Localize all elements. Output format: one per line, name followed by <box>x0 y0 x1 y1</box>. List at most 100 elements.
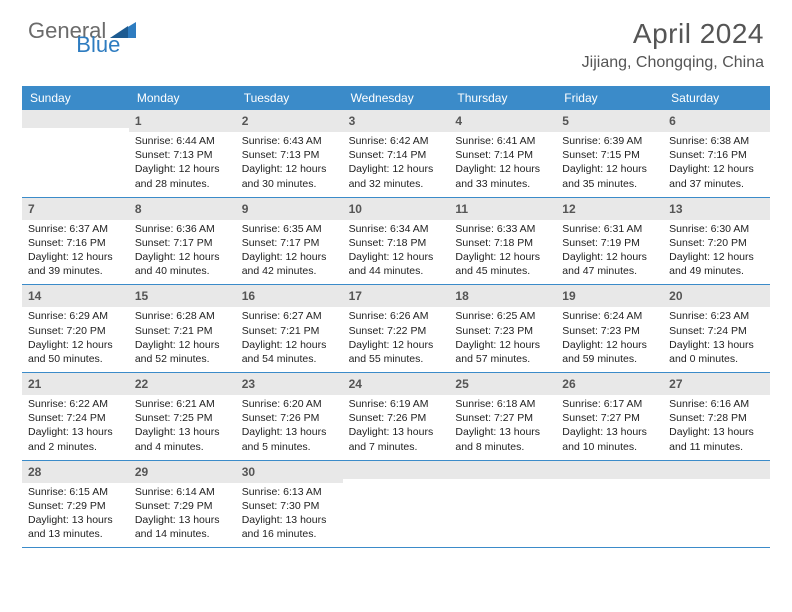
day-number-row: 28 <box>22 461 129 483</box>
day-cell <box>449 461 556 548</box>
day-number-row: 23 <box>236 373 343 395</box>
day-cell: 2Sunrise: 6:43 AMSunset: 7:13 PMDaylight… <box>236 110 343 197</box>
day-number: 15 <box>135 289 148 303</box>
day-number: 8 <box>135 202 142 216</box>
empty-day-number-row <box>449 461 556 479</box>
weeks-container: 1Sunrise: 6:44 AMSunset: 7:13 PMDaylight… <box>22 110 770 548</box>
weekday-header: Tuesday <box>236 86 343 110</box>
day-cell <box>343 461 450 548</box>
day-detail-line: and 5 minutes. <box>242 440 337 454</box>
day-detail-line: and 7 minutes. <box>349 440 444 454</box>
day-detail-line: Sunset: 7:18 PM <box>455 236 550 250</box>
day-detail-line: Sunset: 7:14 PM <box>349 148 444 162</box>
day-detail-line: Sunrise: 6:13 AM <box>242 485 337 499</box>
day-detail-line: and 35 minutes. <box>562 177 657 191</box>
day-detail-line: and 14 minutes. <box>135 527 230 541</box>
day-detail-line: Daylight: 13 hours <box>242 513 337 527</box>
day-detail-line: Daylight: 13 hours <box>669 338 764 352</box>
day-number: 19 <box>562 289 575 303</box>
day-detail-line: Sunrise: 6:26 AM <box>349 309 444 323</box>
day-cell <box>663 461 770 548</box>
day-detail-line: Sunrise: 6:39 AM <box>562 134 657 148</box>
day-detail-line: and 0 minutes. <box>669 352 764 366</box>
day-number-row: 8 <box>129 198 236 220</box>
day-detail-line: Daylight: 12 hours <box>242 250 337 264</box>
day-detail-line: Sunrise: 6:35 AM <box>242 222 337 236</box>
day-detail-line: Daylight: 12 hours <box>135 250 230 264</box>
day-detail-line: Sunset: 7:26 PM <box>242 411 337 425</box>
day-number-row: 17 <box>343 285 450 307</box>
day-detail-line: Daylight: 13 hours <box>28 425 123 439</box>
day-detail-line: Daylight: 12 hours <box>135 162 230 176</box>
day-number-row: 7 <box>22 198 129 220</box>
day-detail-line: Daylight: 12 hours <box>455 338 550 352</box>
location-subtitle: Jijiang, Chongqing, China <box>582 54 764 72</box>
day-detail-line: Daylight: 12 hours <box>349 162 444 176</box>
day-detail-line: and 8 minutes. <box>455 440 550 454</box>
day-detail-line: Sunset: 7:16 PM <box>28 236 123 250</box>
day-detail-line: Sunrise: 6:38 AM <box>669 134 764 148</box>
week-row: 14Sunrise: 6:29 AMSunset: 7:20 PMDayligh… <box>22 285 770 373</box>
day-cell: 29Sunrise: 6:14 AMSunset: 7:29 PMDayligh… <box>129 461 236 548</box>
day-detail-line: Daylight: 12 hours <box>242 162 337 176</box>
day-detail-line: Sunrise: 6:31 AM <box>562 222 657 236</box>
day-cell: 23Sunrise: 6:20 AMSunset: 7:26 PMDayligh… <box>236 373 343 460</box>
day-detail-line: Sunrise: 6:24 AM <box>562 309 657 323</box>
day-number: 26 <box>562 377 575 391</box>
day-cell: 10Sunrise: 6:34 AMSunset: 7:18 PMDayligh… <box>343 198 450 285</box>
day-detail-line: and 40 minutes. <box>135 264 230 278</box>
empty-day-number-row <box>343 461 450 479</box>
day-detail-line: and 13 minutes. <box>28 527 123 541</box>
day-cell: 30Sunrise: 6:13 AMSunset: 7:30 PMDayligh… <box>236 461 343 548</box>
weekday-header: Friday <box>556 86 663 110</box>
day-number: 12 <box>562 202 575 216</box>
day-detail-line: Daylight: 12 hours <box>562 338 657 352</box>
day-detail-line: Sunrise: 6:16 AM <box>669 397 764 411</box>
day-detail-line: Sunset: 7:13 PM <box>135 148 230 162</box>
empty-day-number-row <box>556 461 663 479</box>
day-cell: 1Sunrise: 6:44 AMSunset: 7:13 PMDaylight… <box>129 110 236 197</box>
day-detail-line: Sunset: 7:27 PM <box>562 411 657 425</box>
weekday-header: Saturday <box>663 86 770 110</box>
day-detail-line: Sunset: 7:14 PM <box>455 148 550 162</box>
day-detail-line: Sunset: 7:23 PM <box>562 324 657 338</box>
day-number: 4 <box>455 114 462 128</box>
day-detail-line: Sunrise: 6:14 AM <box>135 485 230 499</box>
day-detail-line: Daylight: 13 hours <box>135 513 230 527</box>
day-detail-line: Daylight: 12 hours <box>135 338 230 352</box>
day-cell: 6Sunrise: 6:38 AMSunset: 7:16 PMDaylight… <box>663 110 770 197</box>
day-detail-line: Sunset: 7:20 PM <box>669 236 764 250</box>
day-number-row: 9 <box>236 198 343 220</box>
day-detail-line: and 54 minutes. <box>242 352 337 366</box>
day-detail-line: Sunrise: 6:33 AM <box>455 222 550 236</box>
day-cell: 15Sunrise: 6:28 AMSunset: 7:21 PMDayligh… <box>129 285 236 372</box>
day-cell: 4Sunrise: 6:41 AMSunset: 7:14 PMDaylight… <box>449 110 556 197</box>
day-detail-line: and 10 minutes. <box>562 440 657 454</box>
day-detail-line: Daylight: 12 hours <box>455 162 550 176</box>
day-detail-line: Daylight: 12 hours <box>28 250 123 264</box>
day-detail-line: and 2 minutes. <box>28 440 123 454</box>
day-number-row: 25 <box>449 373 556 395</box>
day-detail-line: Sunset: 7:13 PM <box>242 148 337 162</box>
week-row: 7Sunrise: 6:37 AMSunset: 7:16 PMDaylight… <box>22 198 770 286</box>
day-detail-line: Sunset: 7:26 PM <box>349 411 444 425</box>
day-cell: 14Sunrise: 6:29 AMSunset: 7:20 PMDayligh… <box>22 285 129 372</box>
brand-logo: General Blue <box>28 18 182 44</box>
day-number: 1 <box>135 114 142 128</box>
day-detail-line: Daylight: 12 hours <box>242 338 337 352</box>
day-number-row: 26 <box>556 373 663 395</box>
day-number-row: 11 <box>449 198 556 220</box>
day-number: 29 <box>135 465 148 479</box>
calendar-grid: Sunday Monday Tuesday Wednesday Thursday… <box>22 86 770 548</box>
day-detail-line: Sunset: 7:19 PM <box>562 236 657 250</box>
day-cell: 5Sunrise: 6:39 AMSunset: 7:15 PMDaylight… <box>556 110 663 197</box>
day-detail-line: Daylight: 12 hours <box>455 250 550 264</box>
day-number: 9 <box>242 202 249 216</box>
day-number: 13 <box>669 202 682 216</box>
day-cell: 9Sunrise: 6:35 AMSunset: 7:17 PMDaylight… <box>236 198 343 285</box>
day-number-row: 4 <box>449 110 556 132</box>
day-detail-line: Sunrise: 6:25 AM <box>455 309 550 323</box>
weekday-header: Sunday <box>22 86 129 110</box>
day-detail-line: Sunset: 7:21 PM <box>135 324 230 338</box>
day-cell <box>22 110 129 197</box>
